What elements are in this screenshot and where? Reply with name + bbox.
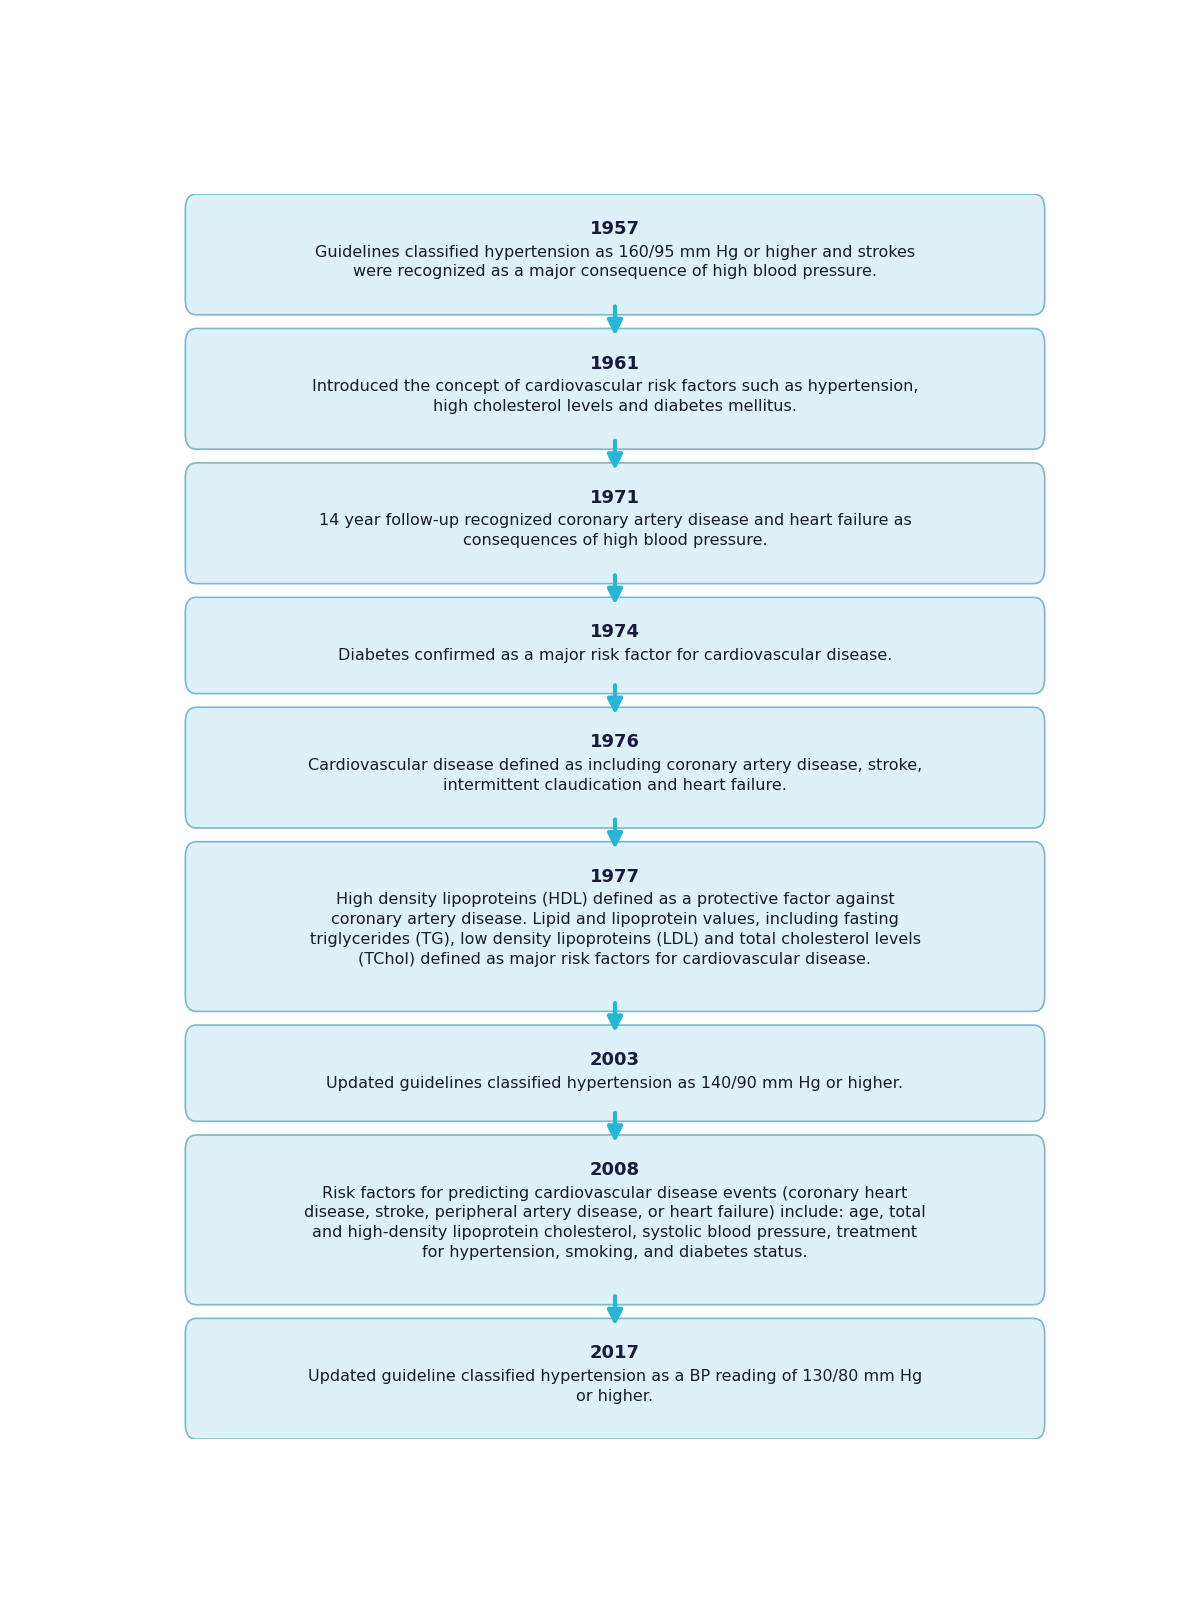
Text: Updated guidelines classified hypertension as 140/90 mm Hg or higher.: Updated guidelines classified hypertensi… — [326, 1075, 904, 1090]
Text: Updated guideline classified hypertension as a BP reading of 130/80 mm Hg
or hig: Updated guideline classified hypertensio… — [308, 1370, 922, 1404]
Text: Introduced the concept of cardiovascular risk factors such as hypertension,
high: Introduced the concept of cardiovascular… — [312, 378, 918, 414]
Text: 2003: 2003 — [590, 1051, 640, 1069]
FancyBboxPatch shape — [185, 842, 1045, 1011]
FancyBboxPatch shape — [185, 328, 1045, 450]
FancyBboxPatch shape — [185, 194, 1045, 315]
Text: High density lipoproteins (HDL) defined as a protective factor against
coronary : High density lipoproteins (HDL) defined … — [310, 893, 920, 967]
Text: 1974: 1974 — [590, 624, 640, 642]
FancyBboxPatch shape — [185, 1318, 1045, 1439]
Text: 1977: 1977 — [590, 868, 640, 886]
FancyBboxPatch shape — [185, 707, 1045, 828]
Text: 1957: 1957 — [590, 220, 640, 238]
FancyBboxPatch shape — [185, 1025, 1045, 1121]
Text: 14 year follow-up recognized coronary artery disease and heart failure as
conseq: 14 year follow-up recognized coronary ar… — [319, 514, 911, 548]
Text: 2017: 2017 — [590, 1344, 640, 1363]
Text: 1961: 1961 — [590, 354, 640, 372]
FancyBboxPatch shape — [185, 597, 1045, 694]
Text: Cardiovascular disease defined as including coronary artery disease, stroke,
int: Cardiovascular disease defined as includ… — [308, 758, 922, 792]
Text: 1971: 1971 — [590, 488, 640, 508]
Text: 1976: 1976 — [590, 734, 640, 752]
Text: Diabetes confirmed as a major risk factor for cardiovascular disease.: Diabetes confirmed as a major risk facto… — [338, 648, 892, 663]
Text: Risk factors for predicting cardiovascular disease events (coronary heart
diseas: Risk factors for predicting cardiovascul… — [304, 1185, 926, 1260]
Text: 2008: 2008 — [590, 1161, 640, 1179]
FancyBboxPatch shape — [185, 462, 1045, 584]
Text: Guidelines classified hypertension as 160/95 mm Hg or higher and strokes
were re: Guidelines classified hypertension as 16… — [314, 244, 916, 280]
FancyBboxPatch shape — [185, 1135, 1045, 1305]
